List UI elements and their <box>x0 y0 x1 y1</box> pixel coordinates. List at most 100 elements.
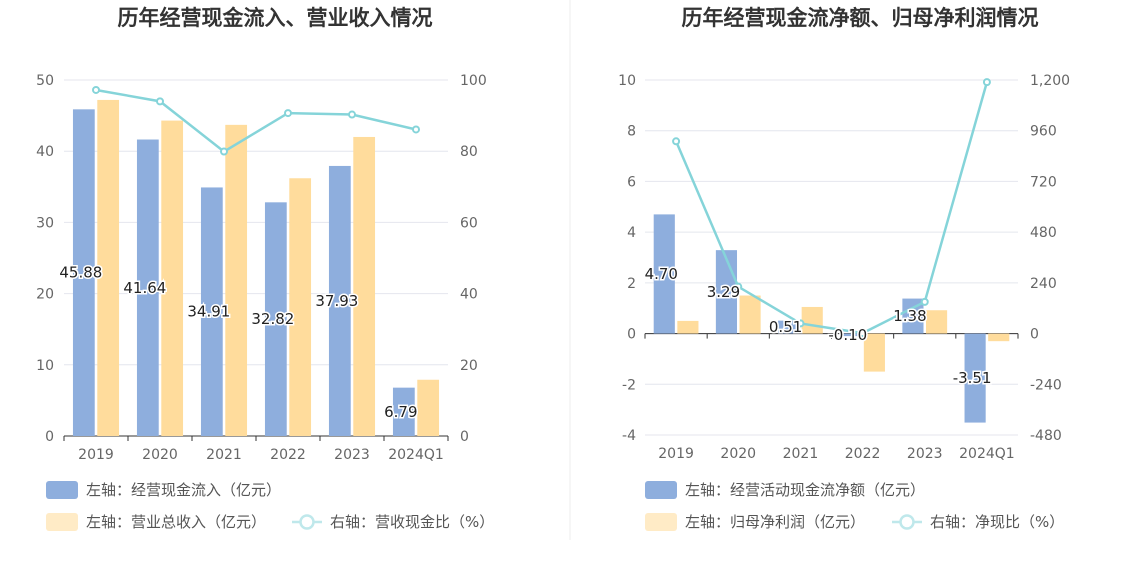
ratio-point-2022 <box>284 109 292 118</box>
right-axis-tick-label: 100 <box>460 73 487 89</box>
bar-data-label: 34.91 <box>187 303 230 321</box>
legend-item[interactable]: 左轴：营业总收入（亿元） <box>46 513 266 531</box>
bar-data-label: 32.82 <box>251 310 294 328</box>
legend-label: 右轴：净现比（%） <box>930 513 1064 531</box>
ratio-point-2021 <box>796 319 805 328</box>
left-axis-tick-label: 2 <box>627 276 636 292</box>
category-label: 2021 <box>206 447 242 463</box>
left-axis-tick-label: 4 <box>627 225 636 241</box>
bar-data-label: 3.29 <box>707 283 740 301</box>
left-axis-tick-label: -4 <box>622 428 636 444</box>
bar-data-label: -0.10 <box>828 326 867 344</box>
right-axis-tick-label: 0 <box>1030 327 1039 343</box>
left-axis-tick-label: 8 <box>627 124 636 140</box>
bar-secondary-2022 <box>289 178 312 437</box>
ratio-point-2020 <box>734 282 743 291</box>
legend-marker <box>899 514 915 530</box>
right-axis-tick-label: 240 <box>1030 276 1057 292</box>
legend-item[interactable]: 右轴：净现比（%） <box>892 513 1064 531</box>
category-label: 2024Q1 <box>388 447 444 463</box>
legend-label: 左轴：营业总收入（亿元） <box>86 513 266 531</box>
left-axis-tick-label: 40 <box>36 144 54 160</box>
category-label: 2022 <box>845 446 881 462</box>
chart-title: 历年经营现金流净额、归母净利润情况 <box>682 6 1039 30</box>
ratio-point-2019 <box>92 85 100 94</box>
bar-data-label: -3.51 <box>953 369 992 387</box>
right-axis-tick-label: 0 <box>460 429 469 445</box>
ratio-line <box>674 81 989 335</box>
legend-item[interactable]: 右轴：营收现金比（%） <box>292 513 494 531</box>
bar-primary-2019 <box>653 214 675 334</box>
chart-panel-net-cash-profit: 历年经营现金流净额、归母净利润情况 -4 -2 0 2 4 6 8 10 -480 -240 0 24… <box>618 6 1070 531</box>
left-axis-tick-label: 6 <box>627 174 636 190</box>
chart-title: 历年经营现金流入、营业收入情况 <box>118 6 433 30</box>
legend-item[interactable]: 左轴：归母净利润（亿元） <box>645 513 865 531</box>
left-axis-tick-label: 30 <box>36 215 54 231</box>
right-axis-tick-label: -480 <box>1030 428 1062 444</box>
category-label: 2020 <box>720 446 756 462</box>
left-axis-tick-label: 50 <box>36 73 54 89</box>
legend-item[interactable]: 左轴：经营活动现金流净额（亿元） <box>645 481 925 499</box>
legend-label: 右轴：营收现金比（%） <box>330 513 494 531</box>
bar-primary-2024Q1 <box>392 387 415 436</box>
left-axis-tick-label: 10 <box>618 73 636 89</box>
left-axis-tick-label: 10 <box>36 358 54 374</box>
chart-panel-cash-inflow-revenue: 历年经营现金流入、营业收入情况 0 10 20 30 40 50 0 20 40 60 80 100 2… <box>36 6 494 531</box>
bar-data-label: 4.70 <box>645 265 678 283</box>
category-label: 2019 <box>658 446 694 462</box>
bar-data-label: 45.88 <box>59 264 102 282</box>
bar-data-label: 41.64 <box>123 279 166 297</box>
bar-secondary-2019 <box>677 320 699 334</box>
bar-primary-2021 <box>778 320 800 334</box>
ratio-point-2022 <box>858 329 867 338</box>
bar-primary-2022 <box>840 333 862 337</box>
category-label: 2023 <box>907 446 943 462</box>
legend-marker <box>299 514 315 530</box>
ratio-line <box>95 88 417 154</box>
right-axis-tick-label: 80 <box>460 144 478 160</box>
right-axis-tick-label: 40 <box>460 287 478 303</box>
bar-secondary-2021 <box>801 306 823 334</box>
legend-label: 左轴：归母净利润（亿元） <box>685 513 865 531</box>
left-axis-tick-label: 0 <box>45 429 54 445</box>
right-axis-tick-label: -240 <box>1030 377 1062 393</box>
ratio-point-2019 <box>672 137 681 146</box>
bar-secondary-2023 <box>353 136 376 436</box>
legend-swatch <box>46 513 78 531</box>
bar-secondary-2021 <box>225 124 248 436</box>
bar-secondary-2024Q1 <box>988 333 1010 342</box>
category-label: 2024Q1 <box>959 446 1015 462</box>
category-label: 2020 <box>142 447 178 463</box>
ratio-point-2024Q1 <box>982 78 991 87</box>
ratio-point-2020 <box>156 97 164 106</box>
category-label: 2023 <box>334 447 370 463</box>
legend-label: 左轴：经营活动现金流净额（亿元） <box>685 481 925 499</box>
bar-primary-2021 <box>200 187 223 436</box>
right-axis-tick-label: 60 <box>460 215 478 231</box>
category-label: 2022 <box>270 447 306 463</box>
bar-data-label: 0.51 <box>769 318 802 336</box>
bar-secondary-2023 <box>925 310 948 334</box>
bar-data-label: 6.79 <box>384 403 417 421</box>
category-label: 2019 <box>78 447 114 463</box>
left-axis-tick-label: -2 <box>622 377 636 393</box>
bar-secondary-2020 <box>739 295 761 334</box>
bar-primary-2020 <box>136 139 159 436</box>
legend-swatch <box>645 481 677 499</box>
category-label: 2021 <box>783 446 819 462</box>
bar-primary-2023 <box>328 165 351 436</box>
bar-secondary-2019 <box>97 99 120 436</box>
left-axis-tick-label: 20 <box>36 287 54 303</box>
right-axis-tick-label: 480 <box>1030 225 1057 241</box>
bar-primary-2024Q1 <box>964 333 986 423</box>
legend-item[interactable]: 左轴：经营现金流入（亿元） <box>46 481 281 499</box>
ratio-point-2023 <box>920 297 929 306</box>
bar-secondary-2020 <box>161 120 184 437</box>
ratio-point-2024Q1 <box>412 125 420 134</box>
bar-secondary-2022 <box>863 333 885 372</box>
left-axis-tick-label: 0 <box>627 327 636 343</box>
bar-secondary-2024Q1 <box>417 379 440 436</box>
ratio-point-2023 <box>348 110 356 119</box>
